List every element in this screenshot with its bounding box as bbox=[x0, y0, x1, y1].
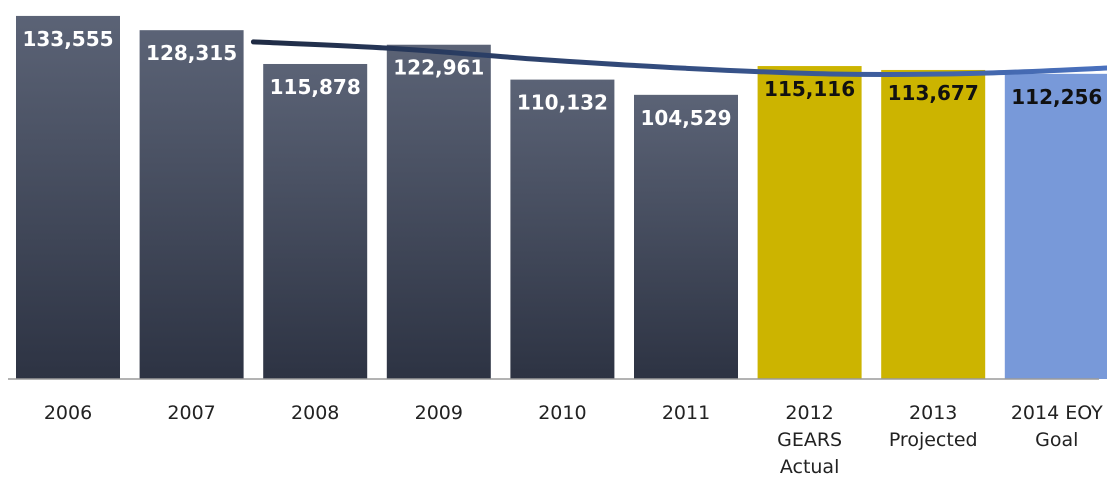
category-label: 2014 EOY Goal bbox=[1011, 402, 1103, 451]
category-label: 2007 bbox=[167, 402, 215, 424]
category-label-line: 2011 bbox=[662, 402, 710, 424]
category-label-line: 2013 bbox=[909, 402, 957, 424]
data-label: 113,677 bbox=[888, 81, 979, 105]
data-label: 104,529 bbox=[640, 106, 731, 130]
bar-2011 bbox=[634, 94, 738, 380]
category-label: 2012 GEARS Actual bbox=[777, 402, 842, 478]
category-label-line: 2008 bbox=[291, 402, 339, 424]
data-label: 115,878 bbox=[270, 75, 361, 99]
category-label: 2006 bbox=[44, 402, 92, 424]
category-label: 2013 Projected bbox=[889, 402, 978, 451]
category-label-line: 2009 bbox=[415, 402, 463, 424]
category-label-line: 2012 bbox=[785, 402, 833, 424]
data-label: 110,132 bbox=[517, 91, 608, 115]
category-label-line: Goal bbox=[1035, 429, 1078, 451]
bars-layer bbox=[16, 15, 1107, 380]
category-label-line: GEARS bbox=[777, 429, 842, 451]
category-label-line: Actual bbox=[780, 456, 840, 478]
category-label: 2010 bbox=[538, 402, 586, 424]
bar-2006 bbox=[16, 15, 120, 380]
category-labels-layer: 2006 2007 2008 2009 2010 2011 2012 GEARS Actual2… bbox=[44, 402, 1103, 478]
trend-line bbox=[250, 39, 1107, 77]
category-label-line: 2014 EOY bbox=[1011, 402, 1103, 424]
bar-2014-eoy-goal bbox=[1004, 73, 1107, 379]
data-label: 128,315 bbox=[146, 41, 237, 65]
bar-2007 bbox=[139, 30, 244, 379]
bar-2012-gears-actual bbox=[757, 66, 862, 379]
category-label: 2011 bbox=[662, 402, 710, 424]
bar-2008 bbox=[263, 63, 368, 379]
category-label-line: Projected bbox=[889, 429, 978, 451]
data-label: 122,961 bbox=[393, 56, 484, 80]
bar-2009 bbox=[386, 44, 491, 380]
bar-2013-projected bbox=[881, 69, 986, 379]
data-labels-layer: 133,555 128,315 115,878 122,961 110,132 104,5… bbox=[22, 27, 1102, 130]
data-label: 112,256 bbox=[1011, 85, 1102, 109]
category-label-line: 2010 bbox=[538, 402, 586, 424]
category-label-line: 2006 bbox=[44, 402, 92, 424]
bar-2010 bbox=[510, 79, 615, 379]
category-label: 2008 bbox=[291, 402, 339, 424]
category-label: 2009 bbox=[415, 402, 463, 424]
category-label-line: 2007 bbox=[167, 402, 215, 424]
data-label: 133,555 bbox=[22, 27, 113, 51]
data-label: 115,116 bbox=[764, 77, 855, 101]
